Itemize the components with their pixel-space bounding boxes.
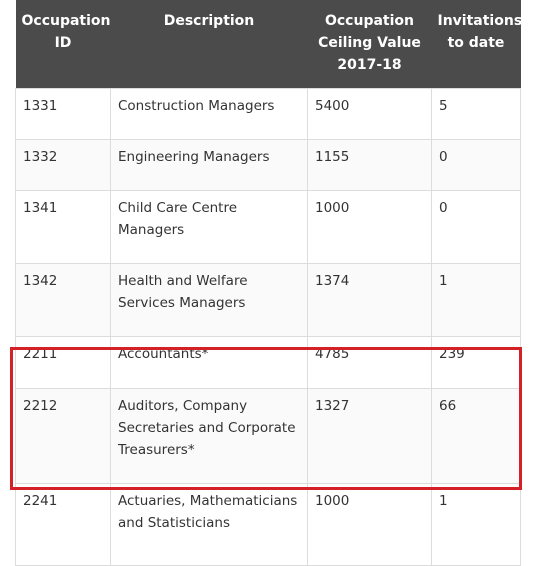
cell-invitations: 1 [431,262,521,337]
occupation-table-container: Occupation ID Description Occupation Cei… [15,0,522,566]
cell-occupation-id: 1332 [15,138,111,191]
header-row: Occupation ID Description Occupation Cei… [15,0,522,88]
cell-ceiling-value: 1155 [307,138,432,191]
header-occupation-id: Occupation ID [15,0,111,88]
cell-ceiling-value: 4785 [307,335,432,389]
cell-invitations: 0 [431,138,521,191]
cell-description: Construction Managers [110,87,308,140]
cell-ceiling-value: 1374 [307,262,432,337]
cell-description: Health and Welfare Services Managers [110,262,308,337]
table-row: 1332 Engineering Managers 1155 0 [15,138,521,191]
header-invitations: Invitations to date [431,0,522,88]
cell-ceiling-value: 5400 [307,87,432,140]
cell-ceiling-value: 1000 [307,189,432,264]
table-row: 1331 Construction Managers 5400 5 [15,87,521,140]
table-row: 2212 Auditors, Company Secretaries and C… [15,387,521,484]
cell-description: Engineering Managers [110,138,308,191]
cell-invitations: 5 [431,87,521,140]
cell-occupation-id: 1341 [15,189,111,264]
occupation-table: Occupation ID Description Occupation Cei… [15,0,522,566]
cell-description: Auditors, Company Secretaries and Corpor… [110,387,308,484]
cell-occupation-id: 2212 [15,387,111,484]
cell-invitations: 0 [431,189,521,264]
table-body: 1331 Construction Managers 5400 5 1332 E… [15,87,521,566]
table-row: 2211 Accountants* 4785 239 [15,335,521,389]
table-row: 1342 Health and Welfare Services Manager… [15,262,521,337]
cell-occupation-id: 2211 [15,335,111,389]
cell-invitations: 1 [431,482,521,566]
cell-invitations: 239 [431,335,521,389]
cell-description: Actuaries, Mathematicians and Statistici… [110,482,308,566]
table-row: 1341 Child Care Centre Managers 1000 0 [15,189,521,264]
cell-occupation-id: 1342 [15,262,111,337]
header-ceiling-value: Occupation Ceiling Value 2017-18 [307,0,432,88]
table-row: 2241 Actuaries, Mathematicians and Stati… [15,482,521,566]
cell-occupation-id: 2241 [15,482,111,566]
table-header: Occupation ID Description Occupation Cei… [15,0,522,88]
cell-description: Accountants* [110,335,308,389]
cell-description: Child Care Centre Managers [110,189,308,264]
cell-occupation-id: 1331 [15,87,111,140]
cell-ceiling-value: 1327 [307,387,432,484]
cell-invitations: 66 [431,387,521,484]
cell-ceiling-value: 1000 [307,482,432,566]
header-description: Description [110,0,308,88]
